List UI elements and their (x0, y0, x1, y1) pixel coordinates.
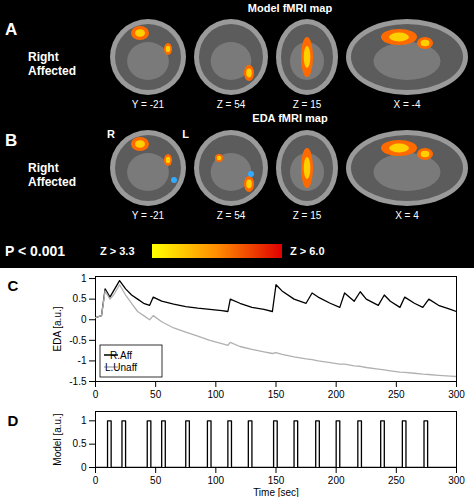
svg-text:Time [sec]: Time [sec] (253, 487, 299, 498)
svg-text:0: 0 (93, 475, 99, 486)
svg-text:Model fMRI map: Model fMRI map (248, 2, 333, 14)
svg-text:1: 1 (81, 415, 87, 426)
svg-text:200: 200 (328, 475, 345, 486)
svg-text:C: C (8, 277, 19, 294)
svg-text:300: 300 (448, 389, 465, 400)
svg-text:100: 100 (207, 389, 224, 400)
svg-text:150: 150 (268, 475, 285, 486)
svg-text:50: 50 (150, 475, 162, 486)
svg-text:X = -4: X = -4 (394, 99, 421, 110)
svg-text:-1.5: -1.5 (69, 376, 87, 387)
svg-text:X = 4: X = 4 (395, 210, 419, 221)
svg-text:0.5: 0.5 (73, 438, 87, 449)
svg-text:Z > 3.3: Z > 3.3 (100, 245, 135, 257)
svg-text:P < 0.001: P < 0.001 (5, 243, 65, 259)
svg-text:Z = 54: Z = 54 (217, 99, 246, 110)
svg-text:Model [a.u.]: Model [a.u.] (52, 413, 63, 465)
svg-text:L: L (182, 128, 189, 140)
svg-text:300: 300 (448, 475, 465, 486)
svg-text:100: 100 (207, 475, 224, 486)
svg-text:Y = -21: Y = -21 (132, 99, 165, 110)
svg-text:0: 0 (81, 314, 87, 325)
svg-text:RightAffected: RightAffected (28, 161, 76, 189)
svg-text:A: A (5, 20, 17, 39)
svg-text:0: 0 (93, 389, 99, 400)
svg-text:0: 0 (81, 462, 87, 473)
svg-text:B: B (5, 131, 17, 150)
svg-text:R.Aff: R.Aff (110, 350, 132, 361)
svg-text:R: R (107, 128, 115, 140)
svg-text:EDA fMRI map: EDA fMRI map (252, 112, 328, 124)
svg-text:1: 1 (81, 273, 87, 284)
svg-text:200: 200 (328, 389, 345, 400)
svg-text:Z = 15: Z = 15 (293, 99, 322, 110)
svg-text:150: 150 (268, 389, 285, 400)
svg-text:Y = -21: Y = -21 (132, 210, 165, 221)
svg-text:0.5: 0.5 (73, 293, 87, 304)
svg-text:RightAffected: RightAffected (28, 50, 76, 78)
svg-text:50: 50 (150, 389, 162, 400)
svg-text:D: D (8, 412, 19, 429)
svg-text:EDA [a.u.]: EDA [a.u.] (52, 306, 63, 351)
svg-text:250: 250 (388, 475, 405, 486)
svg-text:250: 250 (388, 389, 405, 400)
svg-text:L.Unaff: L.Unaff (105, 362, 137, 373)
svg-text:-0.5: -0.5 (69, 335, 87, 346)
svg-text:Z = 15: Z = 15 (293, 210, 322, 221)
svg-text:-1: -1 (78, 355, 87, 366)
svg-text:Z = 54: Z = 54 (217, 210, 246, 221)
svg-text:Z > 6.0: Z > 6.0 (290, 245, 325, 257)
